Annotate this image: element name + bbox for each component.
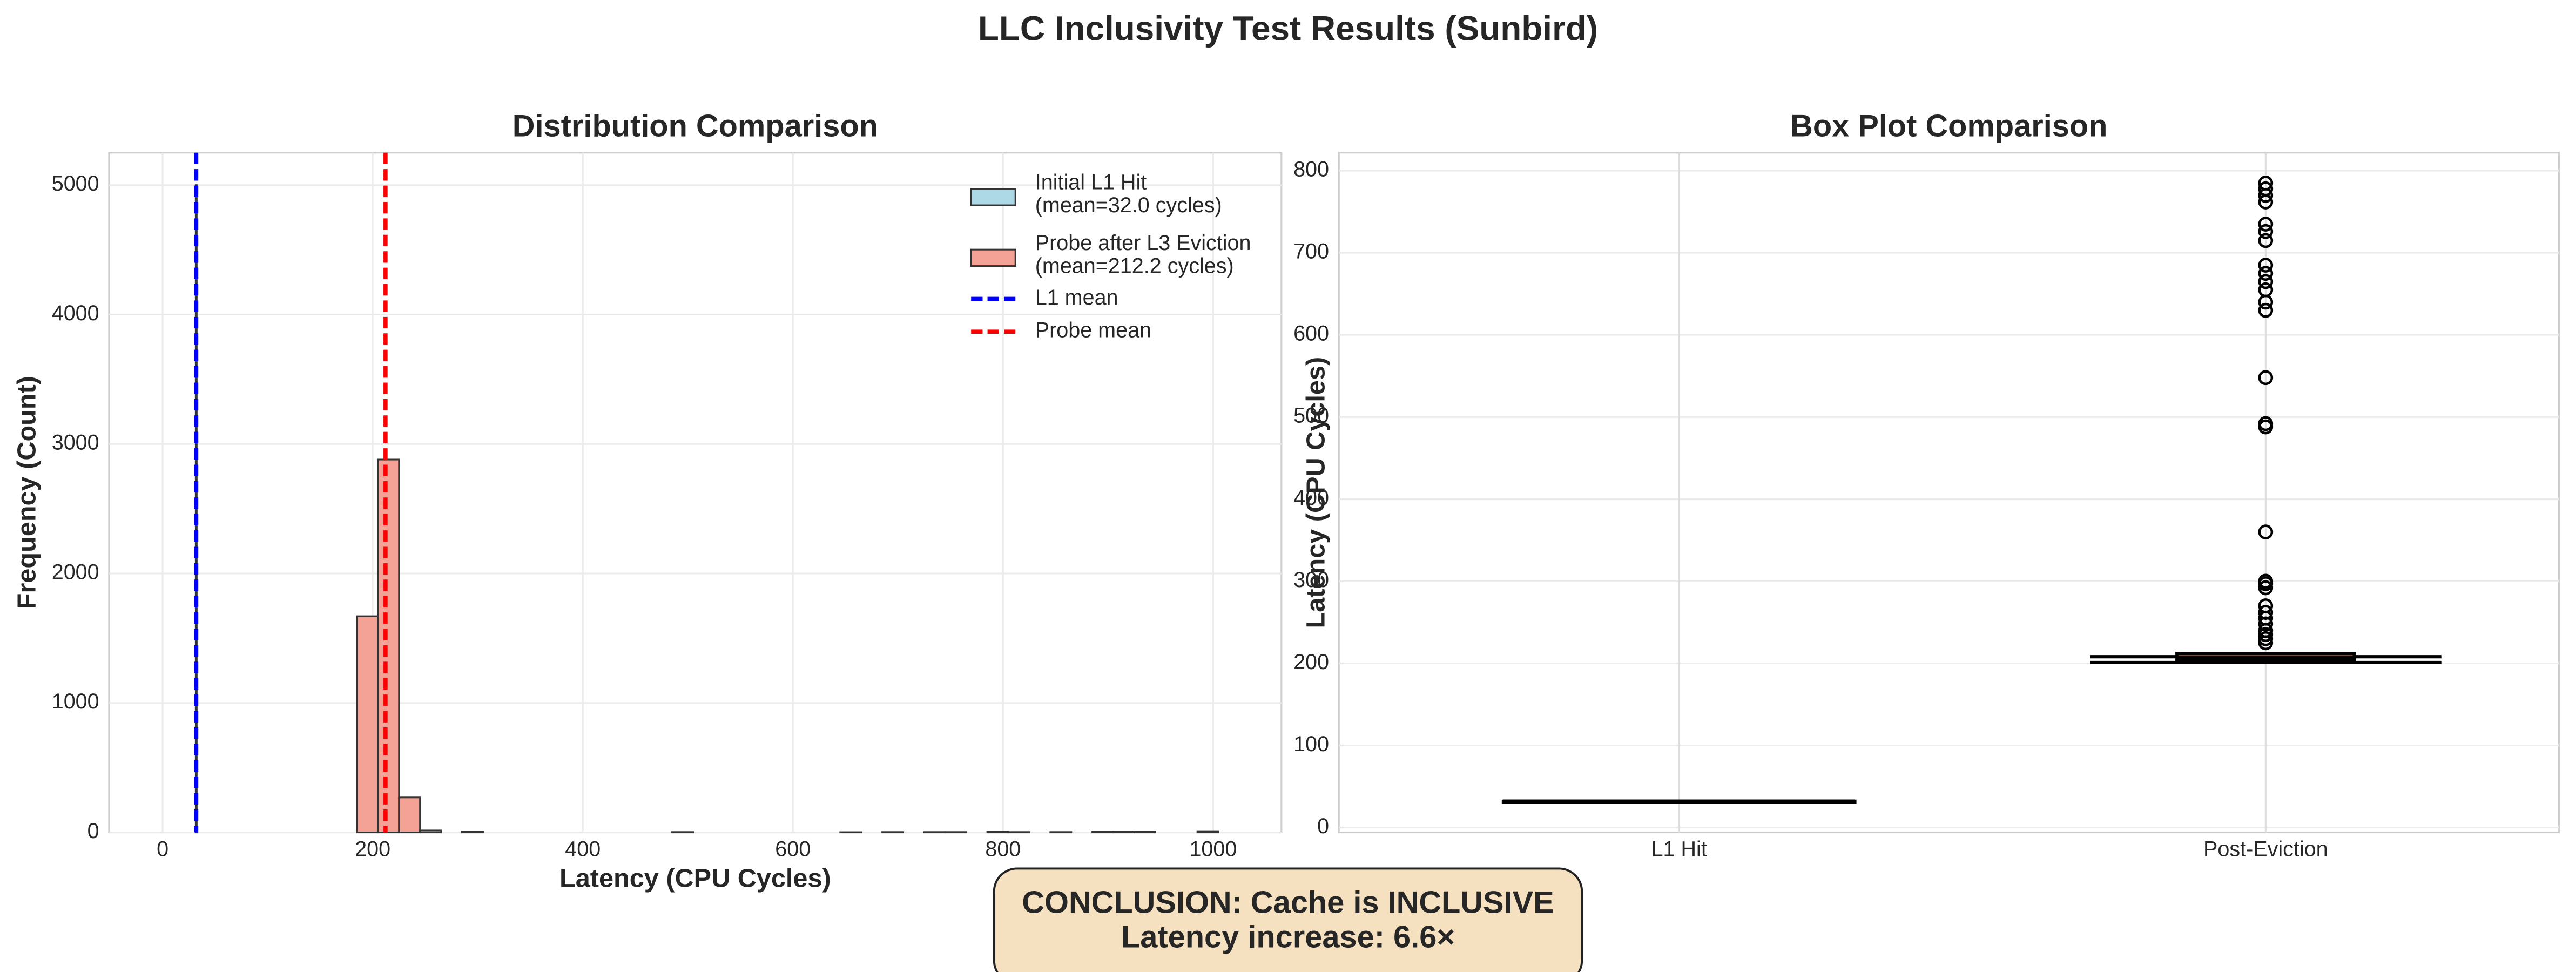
legend-swatch <box>970 248 1016 267</box>
x-tick-label: Post-Eviction <box>2203 837 2328 861</box>
histogram-bar <box>461 831 484 834</box>
x-tick-label: 400 <box>565 837 601 861</box>
y-tick-label: 2000 <box>52 560 99 584</box>
conclusion-text: CONCLUSION: Cache is INCLUSIVE <box>1022 886 1554 920</box>
legend-label: Initial L1 Hit (mean=32.0 cycles) <box>1035 171 1222 218</box>
y-tick-label: 600 <box>1293 322 1329 346</box>
legend-label: L1 mean <box>1035 286 1118 309</box>
x-axis-label: Latency (CPU Cycles) <box>559 864 831 893</box>
x-tick-label: 800 <box>985 837 1021 861</box>
histogram-bar <box>1196 830 1219 834</box>
histogram-bar <box>671 831 694 834</box>
histogram-bar <box>398 796 421 834</box>
histogram-bar <box>356 615 379 834</box>
histogram-bar <box>881 831 905 834</box>
chart-title: Distribution Comparison <box>512 109 878 143</box>
outlier <box>2258 217 2274 232</box>
y-tick-label: 5000 <box>52 172 99 195</box>
legend-label: Probe after L3 Eviction (mean=212.2 cycle… <box>1035 231 1251 278</box>
plot-area <box>1338 152 2560 834</box>
histogram-bar <box>944 831 967 834</box>
y-tick-label: 800 <box>1293 158 1329 181</box>
histogram-bar <box>377 458 400 834</box>
outlier <box>2258 616 2274 632</box>
legend-label: Probe mean <box>1035 319 1151 342</box>
x-tick-label: 0 <box>157 837 168 861</box>
outlier <box>2258 580 2274 596</box>
histogram-bar <box>923 831 946 834</box>
y-tick-label: 200 <box>1293 650 1329 674</box>
y-tick-label: 500 <box>1293 404 1329 428</box>
chart-title: Box Plot Comparison <box>1790 109 2107 143</box>
y-tick-label: 4000 <box>52 301 99 325</box>
x-tick-label: 200 <box>355 837 390 861</box>
outlier <box>2258 370 2274 386</box>
histogram-bar <box>419 829 442 834</box>
y-axis-label: Frequency (Count) <box>12 376 42 609</box>
y-tick-label: 700 <box>1293 240 1329 264</box>
outlier <box>2258 187 2274 203</box>
outlier <box>2258 294 2274 310</box>
histogram-bar <box>1007 831 1030 834</box>
outlier <box>2258 635 2274 651</box>
y-tick-label: 0 <box>87 819 99 843</box>
plot-area <box>108 152 1283 834</box>
outlier <box>2258 258 2274 273</box>
x-tick-label: 1000 <box>1189 837 1237 861</box>
y-tick-label: 100 <box>1293 732 1329 756</box>
outlier <box>2258 524 2274 539</box>
y-tick-label: 0 <box>1317 814 1329 838</box>
outlier <box>2258 419 2274 435</box>
outlier <box>2258 274 2274 289</box>
y-axis-label: Latency (CPU Cycles) <box>1302 357 1331 629</box>
y-tick-label: 300 <box>1293 568 1329 592</box>
conclusion-text: Latency increase: 6.6× <box>1121 920 1455 954</box>
figure-title: LLC Inclusivity Test Results (Sunbird) <box>978 9 1598 48</box>
outlier <box>2258 302 2274 318</box>
histogram-bar <box>1133 831 1156 834</box>
y-tick-label: 400 <box>1293 486 1329 510</box>
y-tick-label: 1000 <box>52 690 99 713</box>
histogram-bar <box>1049 831 1073 834</box>
legend-swatch <box>970 188 1016 206</box>
conclusion-box <box>993 867 1583 972</box>
outlier <box>2258 266 2274 281</box>
x-tick-label: 600 <box>775 837 811 861</box>
outlier <box>2258 194 2274 210</box>
outlier <box>2258 233 2274 248</box>
outlier <box>2258 224 2274 239</box>
x-tick-label: L1 Hit <box>1651 837 1707 861</box>
y-tick-label: 3000 <box>52 431 99 455</box>
